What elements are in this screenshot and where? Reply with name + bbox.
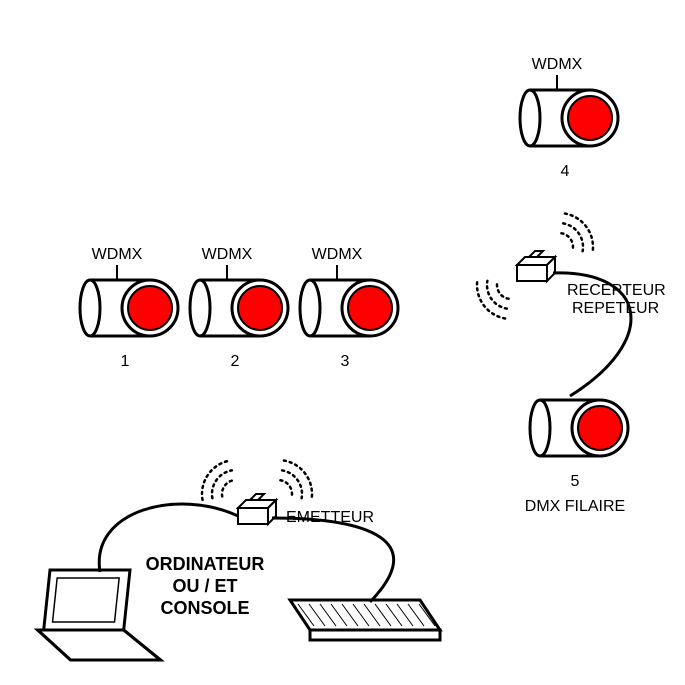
receiver-waves-bottom	[477, 279, 509, 318]
light-3: WDMX 3	[300, 246, 398, 370]
laptop-icon	[35, 570, 164, 660]
light-lens	[238, 286, 282, 330]
light-lens	[578, 406, 622, 450]
main-label-line2: OU / ET	[172, 576, 237, 596]
light-lens	[568, 96, 612, 140]
emitter-box	[238, 494, 276, 524]
light-1: WDMX 1	[80, 246, 178, 370]
light-3-wdmx-label: WDMX	[312, 246, 363, 263]
light-2-wdmx-label: WDMX	[202, 246, 253, 263]
light-1-number: 1	[121, 353, 130, 370]
receiver-label-2: REPETEUR	[572, 300, 659, 317]
light-4-number: 4	[561, 163, 570, 180]
cable-emitter-console	[272, 518, 394, 602]
main-label-line3: CONSOLE	[160, 598, 249, 618]
light-4-wdmx-label: WDMX	[532, 56, 583, 73]
receiver-waves-top	[561, 214, 593, 253]
wdmx-diagram: WDMX1WDMX2WDMX3WDMX45RECEPTEURREPETEURDM…	[0, 0, 685, 685]
emitter-waves-right	[280, 461, 312, 500]
light-lens	[348, 286, 392, 330]
main-label-line1: ORDINATEUR	[146, 554, 265, 574]
light-5-number: 5	[571, 473, 580, 490]
light-4: WDMX 4	[520, 56, 618, 180]
emitter-waves-left	[202, 461, 234, 500]
light-5: 5	[530, 400, 628, 490]
light-1-wdmx-label: WDMX	[92, 246, 143, 263]
receiver-box	[517, 251, 555, 281]
console-icon	[290, 600, 440, 640]
light-3-number: 3	[341, 353, 350, 370]
light-2: WDMX 2	[190, 246, 288, 370]
light-lens	[128, 286, 172, 330]
dmx-filaire-label: DMX FILAIRE	[525, 498, 625, 515]
light-2-number: 2	[231, 353, 240, 370]
